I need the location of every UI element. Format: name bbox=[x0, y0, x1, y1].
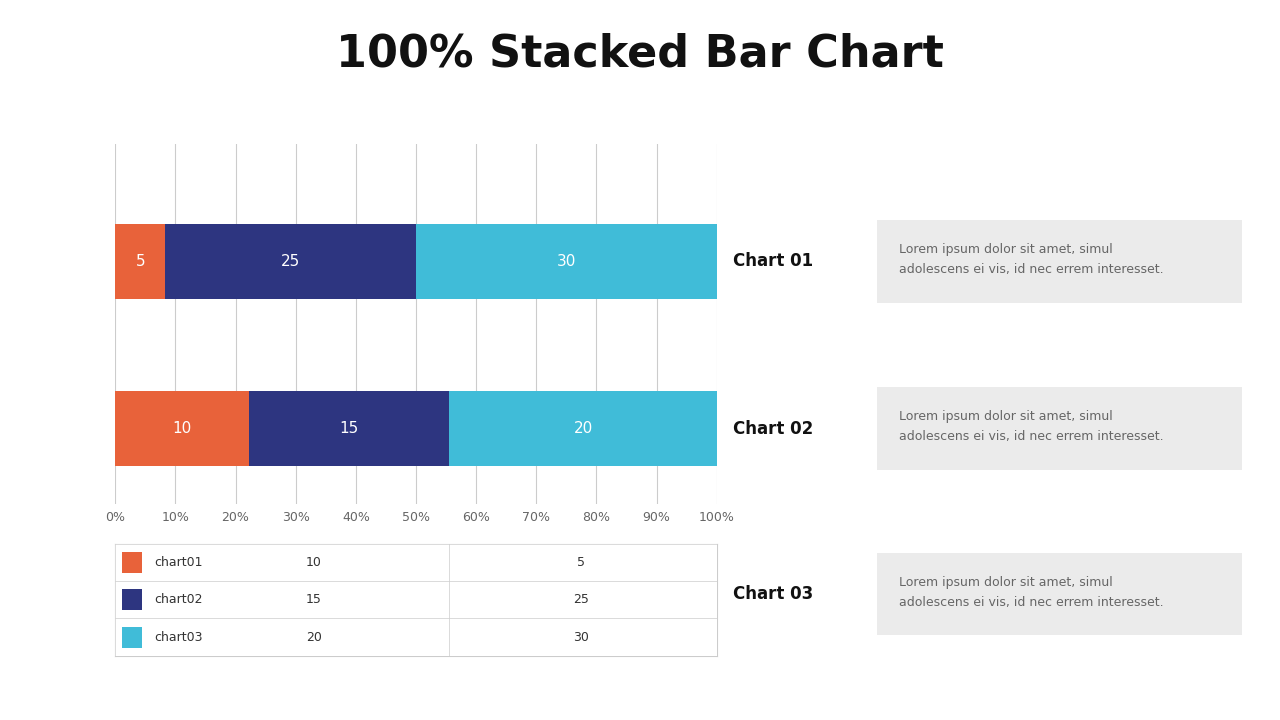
Bar bbox=[115, 223, 165, 299]
Text: Chart 02: Chart 02 bbox=[732, 420, 813, 438]
Bar bbox=[165, 223, 416, 299]
Text: 5: 5 bbox=[136, 253, 145, 269]
Bar bbox=[449, 391, 717, 467]
Text: Lorem ipsum dolor sit amet, simul
adolescens ei vis, id nec errem interesset.: Lorem ipsum dolor sit amet, simul adoles… bbox=[899, 243, 1164, 276]
Text: 25: 25 bbox=[573, 593, 589, 606]
Text: Lorem ipsum dolor sit amet, simul
adolescens ei vis, id nec errem interesset.: Lorem ipsum dolor sit amet, simul adoles… bbox=[899, 410, 1164, 444]
Bar bbox=[123, 552, 142, 573]
Bar bbox=[115, 391, 248, 467]
Text: 15: 15 bbox=[339, 421, 358, 436]
Bar bbox=[416, 223, 717, 299]
Text: 30: 30 bbox=[557, 253, 576, 269]
Text: 10: 10 bbox=[173, 421, 192, 436]
Text: 30: 30 bbox=[573, 631, 589, 644]
Text: 15: 15 bbox=[306, 593, 321, 606]
Text: 20: 20 bbox=[573, 421, 593, 436]
Text: 10: 10 bbox=[306, 556, 321, 569]
Text: 100% Stacked Bar Chart: 100% Stacked Bar Chart bbox=[337, 32, 943, 76]
Bar bbox=[123, 626, 142, 648]
Text: 5: 5 bbox=[577, 556, 585, 569]
Text: chart03: chart03 bbox=[155, 631, 202, 644]
Bar bbox=[248, 391, 449, 467]
Text: chart01: chart01 bbox=[155, 556, 202, 569]
Text: 25: 25 bbox=[282, 253, 301, 269]
Bar bbox=[123, 589, 142, 611]
Text: Chart 01: Chart 01 bbox=[732, 252, 813, 270]
Text: Chart 03: Chart 03 bbox=[732, 585, 813, 603]
Text: 20: 20 bbox=[306, 631, 321, 644]
Text: Lorem ipsum dolor sit amet, simul
adolescens ei vis, id nec errem interesset.: Lorem ipsum dolor sit amet, simul adoles… bbox=[899, 576, 1164, 609]
Text: chart02: chart02 bbox=[155, 593, 202, 606]
